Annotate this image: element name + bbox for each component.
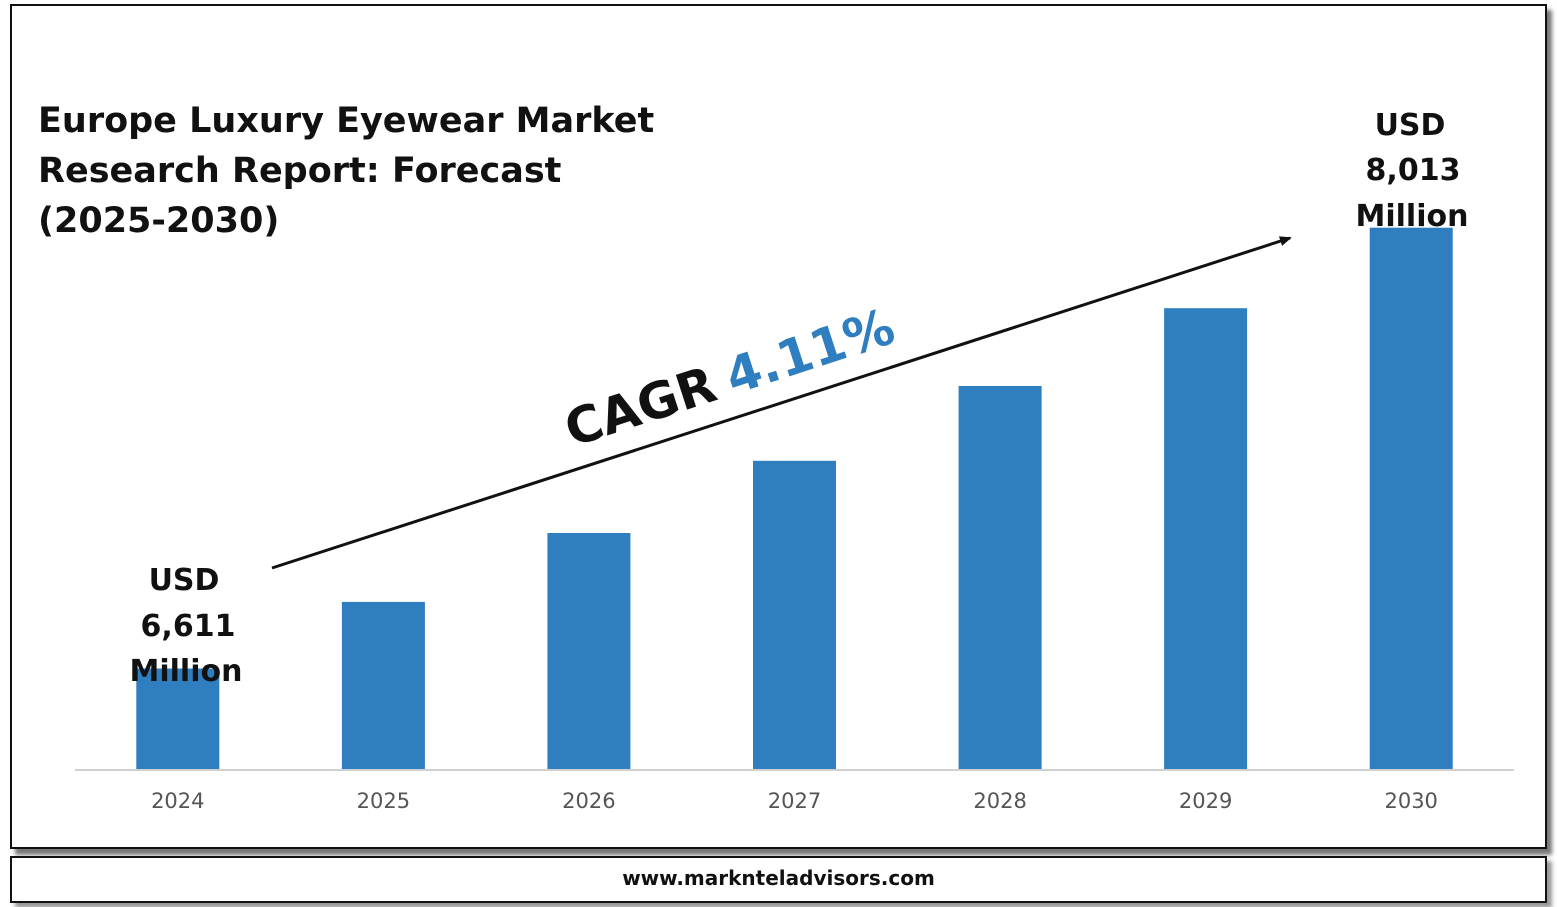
chart-title-line-1: Europe Luxury Eyewear Market [38,101,654,141]
bar-2024 [136,668,220,769]
cagr-label: CAGR [558,355,723,458]
bar-2028 [958,386,1042,769]
bar-2026 [547,533,631,769]
x-tick-label-2026: 2026 [562,789,615,813]
callout-2030-line-2: 8,013 [1366,153,1461,188]
trend-arrow [271,236,1292,570]
callout-2030-line-1: USD [1375,108,1446,143]
x-tick-label-2025: 2025 [357,789,410,813]
chart-title-line-2: Research Report: Forecast [38,151,561,191]
callout-2024-line-1: USD [149,563,220,598]
callout-2024-line-2: 6,611 [141,609,236,644]
callout-2030-line-3: Million [1356,199,1469,234]
bar-2025 [341,601,425,769]
cagr-value: 4.11% [718,297,901,406]
footer-url: www.marknteladvisors.com [622,866,935,890]
x-tick-label-2024: 2024 [151,789,204,813]
callout-2024-line-3: Million [130,654,243,689]
footer: www.marknteladvisors.com [10,856,1547,903]
chart-svg: Europe Luxury Eyewear Market Research Re… [38,101,1514,813]
bar-2029 [1164,308,1248,769]
x-tick-label-2028: 2028 [973,789,1026,813]
x-tick-label-2030: 2030 [1384,789,1437,813]
chart-title-line-3: (2025-2030) [38,201,279,241]
x-tick-label-2029: 2029 [1179,789,1232,813]
bars-group [136,227,1453,769]
bar-2027 [753,460,836,769]
cagr-annotation: CAGR4.11% [558,297,902,458]
bar-2030 [1369,227,1453,769]
x-tick-label-2027: 2027 [768,789,821,813]
x-tick-labels: 2024 2025 2026 2027 2028 2029 2030 [151,789,1438,813]
